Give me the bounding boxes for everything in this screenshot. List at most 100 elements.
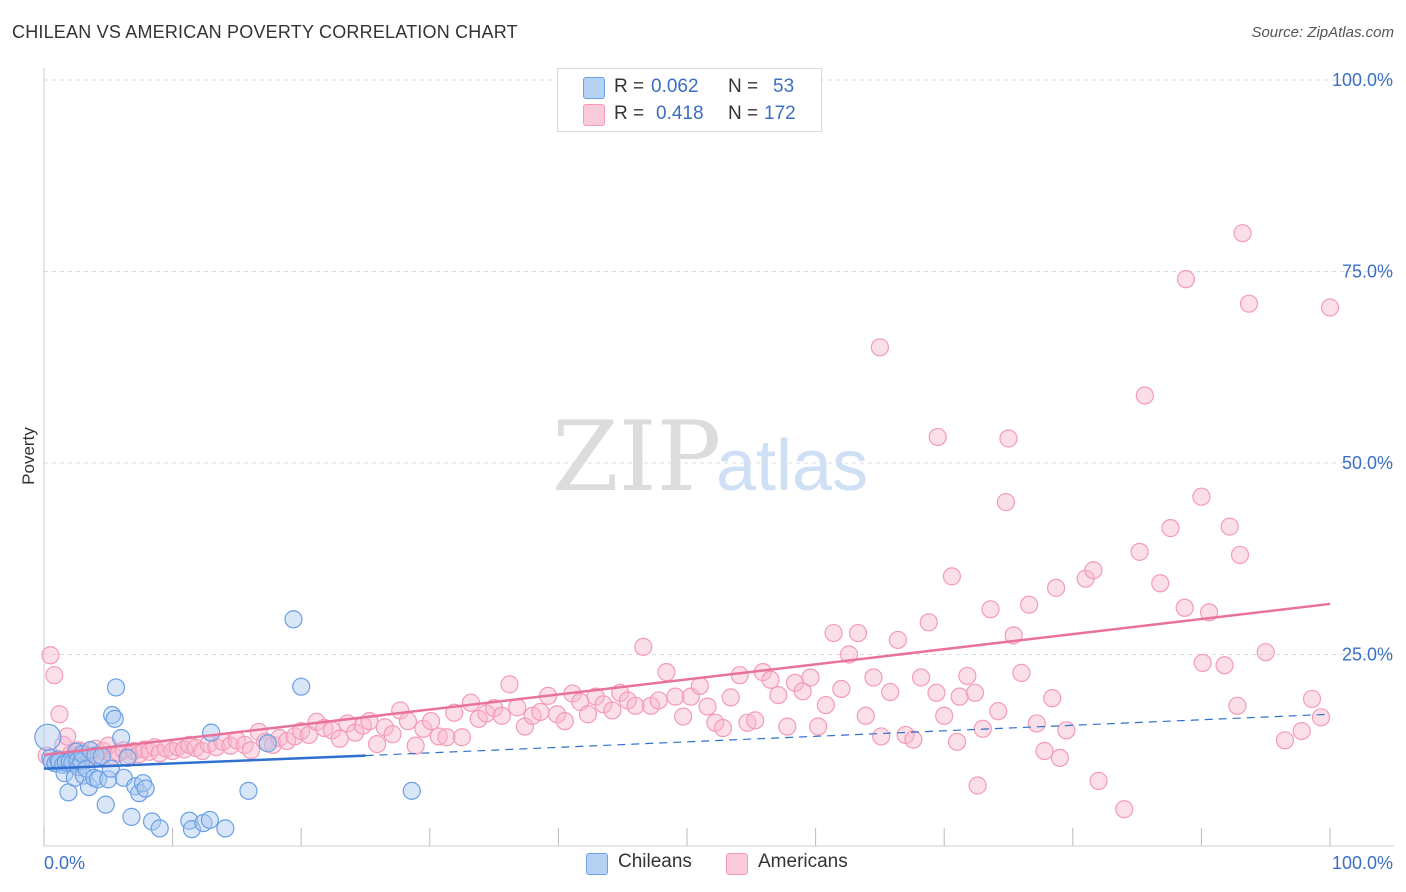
x-tick-label: 0.0% bbox=[44, 853, 85, 873]
y-tick-label: 25.0% bbox=[1342, 645, 1393, 665]
data-point-american bbox=[968, 776, 987, 795]
data-point-american bbox=[437, 728, 456, 747]
data-point-american bbox=[942, 567, 962, 586]
data-point-american bbox=[548, 705, 567, 724]
trend-line-chileans bbox=[43, 754, 366, 770]
data-point-american bbox=[928, 427, 947, 447]
data-point-chilean bbox=[88, 770, 108, 789]
data-point-american bbox=[461, 693, 481, 712]
data-point-american bbox=[1220, 517, 1239, 536]
data-point-american bbox=[406, 736, 425, 755]
data-point-american bbox=[690, 676, 709, 696]
data-point-american bbox=[848, 623, 868, 643]
data-point-chilean bbox=[106, 678, 126, 697]
data-point-american bbox=[531, 702, 550, 722]
data-point-american bbox=[603, 701, 622, 720]
y-tick-label: 75.0% bbox=[1342, 262, 1393, 282]
data-point-american bbox=[713, 718, 733, 738]
data-point-american bbox=[41, 646, 60, 665]
data-point-american bbox=[500, 675, 519, 694]
data-point-american bbox=[578, 705, 598, 724]
data-point-chilean bbox=[239, 781, 258, 800]
data-point-american bbox=[721, 688, 740, 707]
data-point-american bbox=[1215, 656, 1234, 675]
data-point-chilean bbox=[122, 807, 141, 826]
data-point-american bbox=[761, 670, 780, 689]
data-point-american bbox=[1019, 595, 1039, 614]
data-point-american bbox=[999, 429, 1018, 448]
data-point-chilean bbox=[284, 610, 303, 629]
data-point-american bbox=[485, 699, 504, 718]
legend-n-label: N = bbox=[728, 103, 759, 124]
data-point-american bbox=[989, 702, 1008, 721]
watermark: ZIP atlas bbox=[552, 401, 868, 513]
data-point-american bbox=[904, 730, 923, 749]
data-point-american bbox=[1050, 748, 1070, 768]
data-point-chilean bbox=[182, 820, 201, 839]
data-point-chilean bbox=[258, 734, 277, 753]
data-point-american bbox=[919, 613, 938, 632]
data-point-american bbox=[1239, 294, 1259, 313]
x-tick-label: 100.0% bbox=[1332, 853, 1393, 873]
legend-n-value: 53 bbox=[773, 76, 795, 97]
data-point-american bbox=[1230, 545, 1250, 565]
data-point-american bbox=[649, 691, 668, 710]
data-point-chilean bbox=[200, 810, 219, 830]
data-point-american bbox=[367, 735, 387, 754]
data-point-american bbox=[746, 711, 765, 730]
data-point-american bbox=[1161, 519, 1180, 538]
data-point-american bbox=[778, 717, 797, 736]
data-point-chilean bbox=[136, 779, 155, 798]
data-point-american bbox=[816, 695, 835, 715]
data-point-american bbox=[1192, 487, 1211, 506]
data-point-american bbox=[950, 687, 969, 706]
legend-swatch-chileans bbox=[583, 77, 605, 99]
data-point-american bbox=[1311, 708, 1331, 727]
data-point-american bbox=[1151, 574, 1170, 593]
data-point-american bbox=[1302, 689, 1322, 709]
data-point-american bbox=[1012, 663, 1031, 682]
legend-r-value: 0.418 bbox=[656, 103, 704, 124]
data-point-american bbox=[965, 683, 985, 702]
data-point-american bbox=[626, 696, 645, 715]
data-point-american bbox=[241, 741, 261, 760]
source-credit: Source: ZipAtlas.com bbox=[1251, 24, 1394, 41]
data-point-american bbox=[1115, 800, 1134, 819]
y-axis-label: Poverty bbox=[19, 427, 38, 485]
watermark-zip: ZIP bbox=[552, 401, 721, 513]
data-point-chilean bbox=[142, 812, 162, 831]
data-point-american bbox=[872, 727, 891, 746]
data-point-american bbox=[193, 741, 212, 761]
trend-line-americans bbox=[43, 602, 1331, 757]
data-point-american bbox=[1043, 689, 1062, 708]
data-point-american bbox=[935, 706, 954, 725]
data-point-american bbox=[1130, 542, 1149, 561]
data-point-american bbox=[856, 706, 875, 725]
data-point-american bbox=[824, 623, 843, 643]
data-point-american bbox=[769, 685, 788, 705]
data-point-chilean bbox=[86, 746, 105, 765]
data-point-chilean bbox=[202, 723, 221, 742]
correlation-legend: R = 0.062 N = 53 R = 0.418 N = 172 bbox=[557, 68, 822, 132]
data-point-american bbox=[383, 725, 402, 744]
data-point-american bbox=[398, 712, 418, 731]
legend-r-label: R = bbox=[614, 103, 645, 124]
data-point-american bbox=[586, 687, 605, 706]
bottom-legend-swatch-chileans bbox=[586, 853, 608, 875]
data-point-chilean bbox=[130, 784, 149, 803]
data-point-american bbox=[981, 600, 1000, 619]
trend-line-chileans-extension bbox=[365, 713, 1331, 757]
data-point-american bbox=[666, 687, 685, 706]
data-point-american bbox=[1035, 741, 1054, 761]
legend-swatch-americans bbox=[583, 104, 605, 126]
chart-title: CHILEAN VS AMERICAN POVERTY CORRELATION … bbox=[12, 22, 518, 42]
data-point-american bbox=[375, 718, 394, 737]
data-point-american bbox=[421, 712, 441, 731]
legend-n-label: N = bbox=[728, 76, 759, 97]
data-point-american bbox=[832, 679, 851, 699]
data-point-american bbox=[888, 630, 908, 650]
data-point-american bbox=[927, 683, 946, 702]
data-point-american bbox=[674, 707, 693, 726]
data-point-american bbox=[492, 706, 511, 725]
data-point-american bbox=[864, 668, 883, 687]
